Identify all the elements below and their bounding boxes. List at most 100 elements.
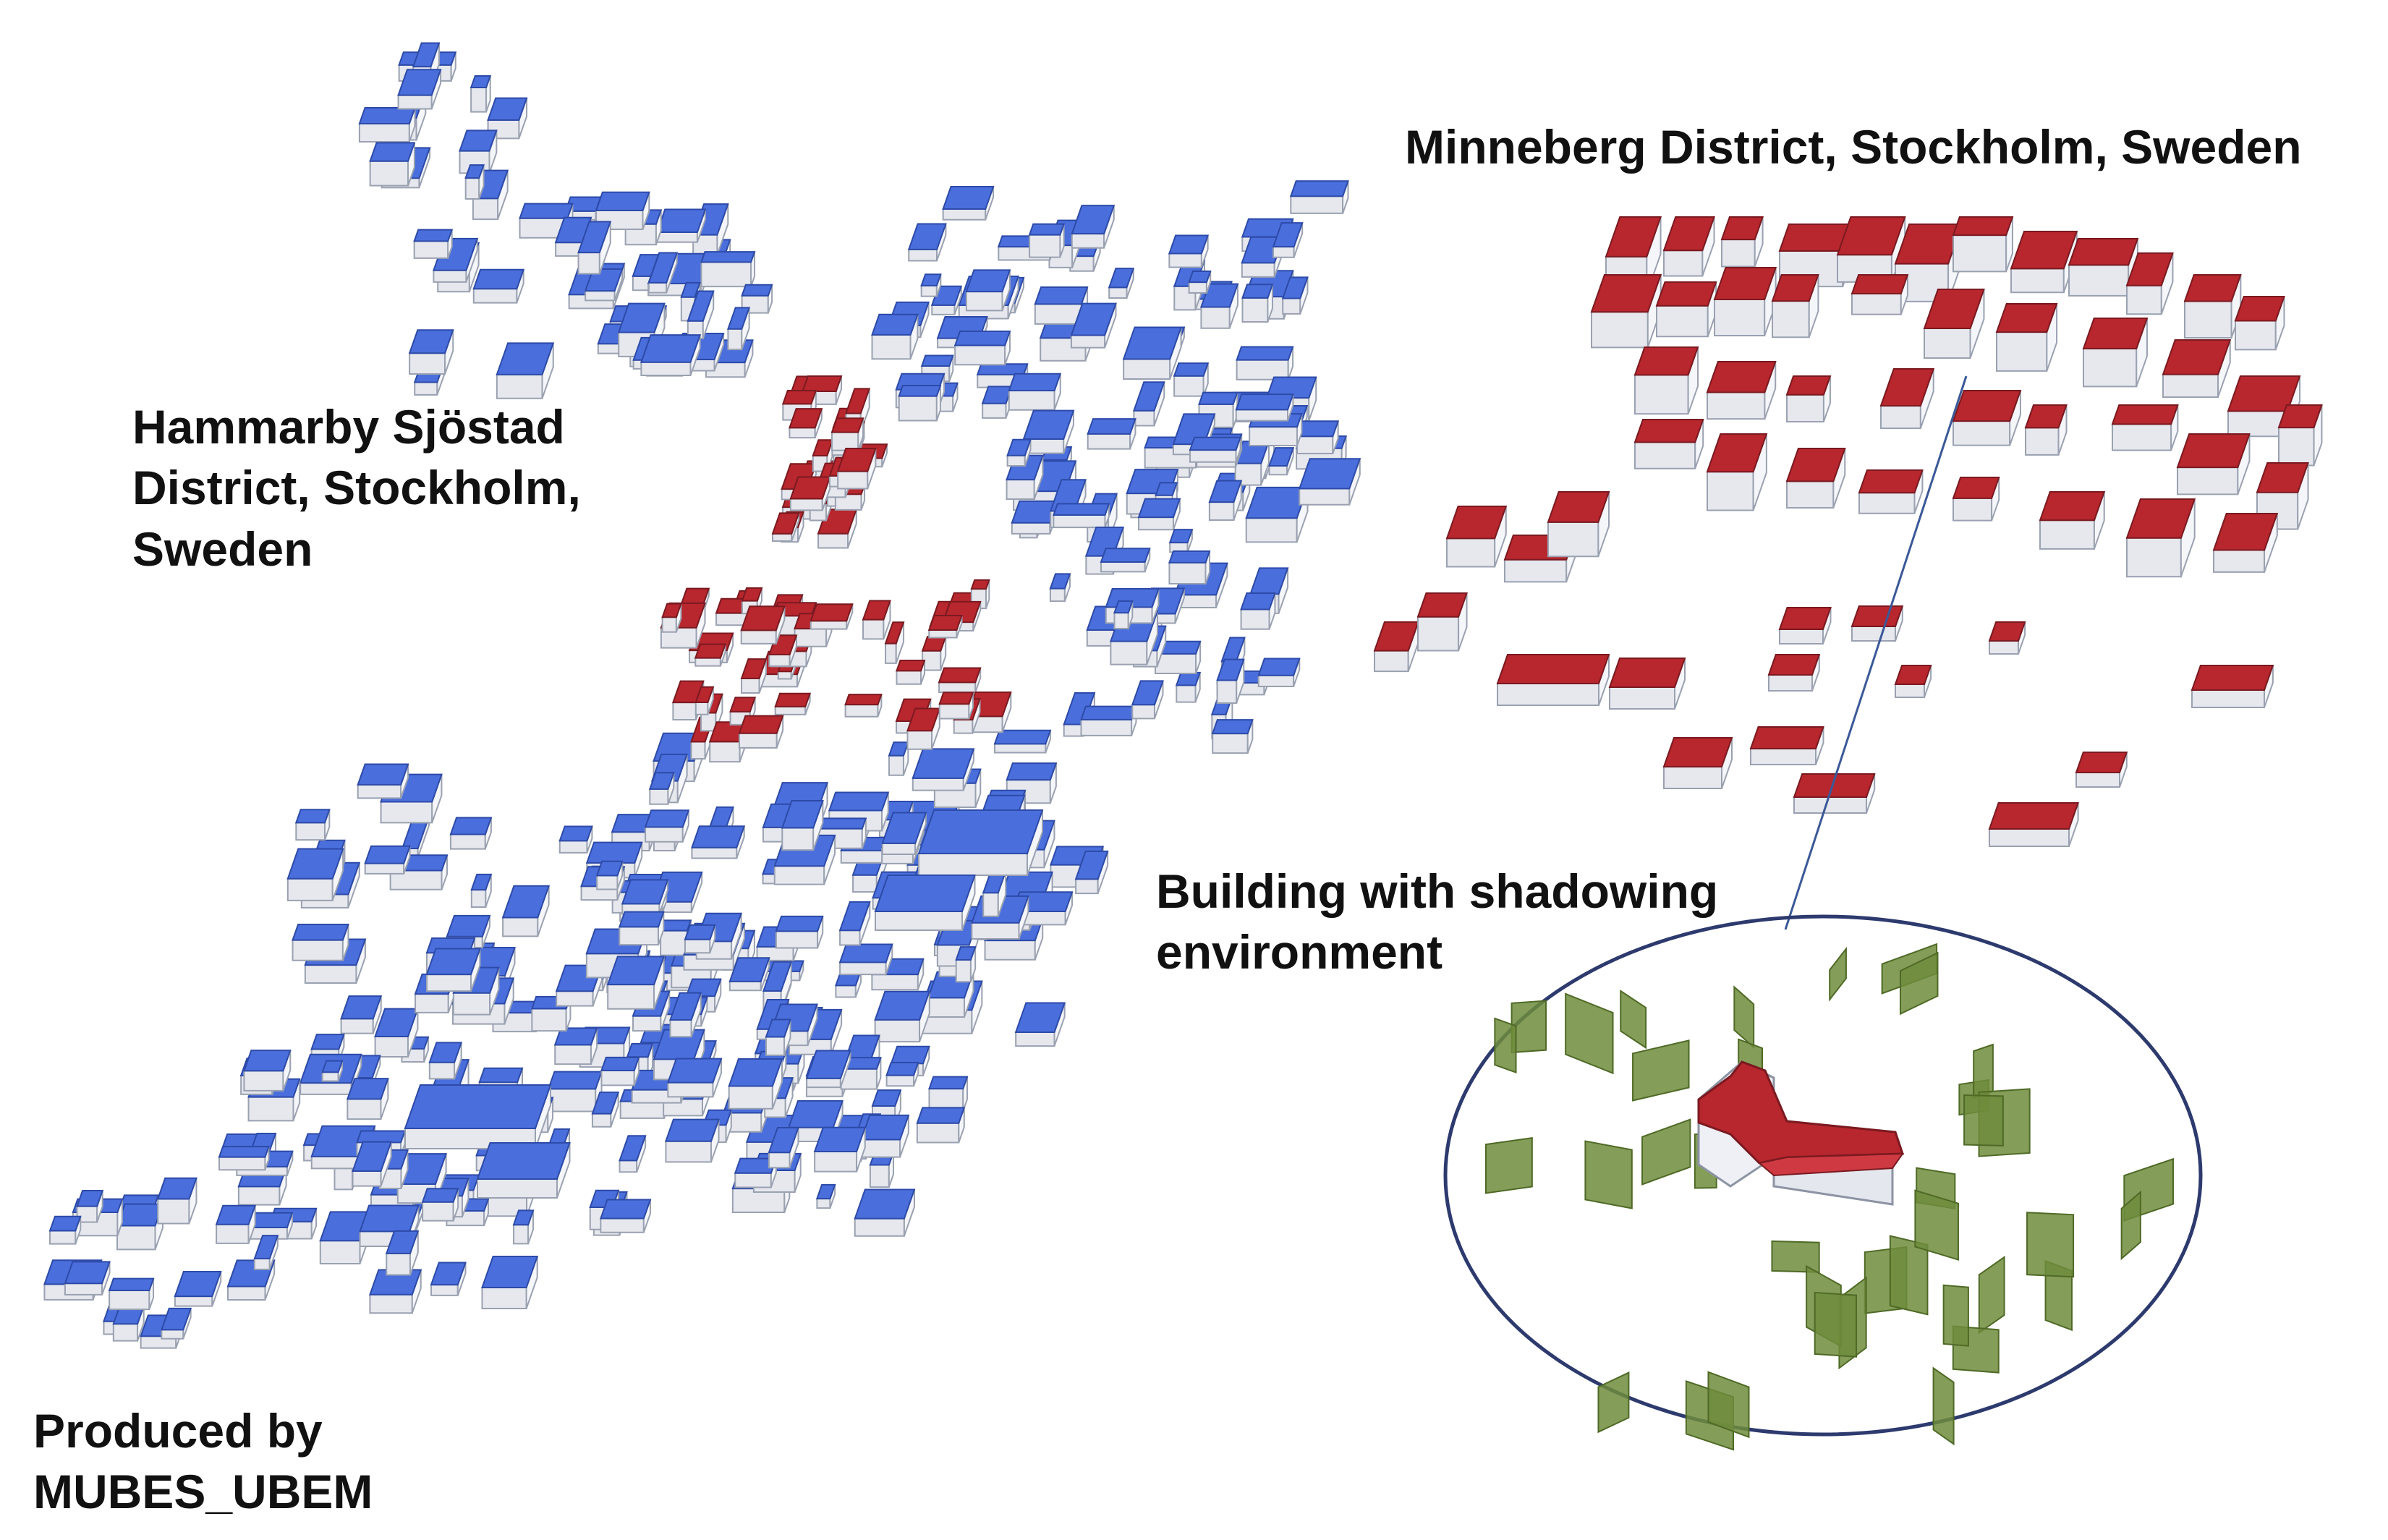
- hammarby-building-block: [1014, 1002, 1066, 1047]
- minneberg-building-block: [1785, 375, 1832, 422]
- minneberg-building-block: [1373, 621, 1419, 673]
- minneberg-building-block: [2234, 296, 2285, 351]
- hammarby-building-block: [606, 956, 666, 1010]
- hammarby-building-block: [775, 915, 824, 949]
- hammarby-building-block: [684, 924, 716, 954]
- hammarby-building-block: [1188, 270, 1212, 294]
- shadowing-surface: [1733, 985, 1755, 1050]
- minneberg-building-block: [1720, 216, 1764, 268]
- shadowing-surface: [1963, 1094, 2004, 1147]
- hammarby-red-block: [927, 614, 963, 639]
- hammarby-building-block: [1052, 503, 1110, 529]
- minneberg-building-block: [2039, 491, 2106, 550]
- hammarby-building-block: [781, 799, 824, 851]
- hammarby-building-block: [413, 229, 454, 259]
- hammarby-red-block: [906, 707, 941, 750]
- hammarby-red-block: [771, 512, 800, 543]
- hammarby-building-block: [428, 1042, 463, 1080]
- hammarby-building-block: [599, 1199, 652, 1233]
- hammarby-building-block: [1240, 592, 1276, 630]
- hammarby-building-block: [449, 817, 493, 850]
- hammarby-red-block: [661, 603, 682, 633]
- hammarby-red-block: [788, 408, 823, 439]
- hammarby-building-block: [156, 1177, 197, 1225]
- hammarby-district-buildings: [43, 42, 1361, 1349]
- minneberg-building-block: [1952, 216, 2014, 273]
- building-label-line-1: Building with shadowing: [1156, 864, 1719, 918]
- hammarby-building-block: [1022, 409, 1075, 454]
- minneberg-building-block: [1749, 726, 1824, 765]
- shadowing-surface: [1829, 946, 1847, 1002]
- hammarby-building-block: [1175, 671, 1202, 703]
- hammarby-building-block: [805, 1050, 851, 1089]
- hammarby-red-block: [694, 686, 715, 715]
- hammarby-building-block: [860, 1114, 910, 1158]
- hammarby-building-block: [917, 809, 1044, 876]
- hammarby-highlighted-buildings: [660, 375, 1012, 763]
- hammarby-building-block: [838, 943, 893, 976]
- hammarby-building-block: [1122, 326, 1182, 380]
- hammarby-building-block: [1006, 438, 1032, 467]
- shadowing-surface: [1942, 1284, 1969, 1347]
- hammarby-building-block: [397, 69, 442, 110]
- hammarby-building-block: [292, 923, 349, 961]
- hammarby-building-block: [470, 873, 493, 908]
- hammarby-red-block: [896, 660, 926, 685]
- hammarby-red-block: [740, 605, 786, 644]
- minneberg-building-block: [2176, 433, 2251, 495]
- hammarby-building-block: [1049, 573, 1071, 603]
- hammarby-building-block: [898, 385, 942, 422]
- hammarby-building-block: [1211, 719, 1254, 754]
- hammarby-building-block: [1168, 550, 1211, 585]
- minneberg-building-block: [1923, 289, 1985, 359]
- hammarby-red-block: [844, 694, 883, 718]
- hammarby-building-block: [1296, 420, 1340, 455]
- produced-by-label: Produced by MUBES_UBEM: [33, 1400, 373, 1523]
- hammarby-red-block: [774, 692, 812, 715]
- hammarby-building-block: [472, 268, 525, 304]
- hammarby-red-block: [738, 715, 784, 749]
- hammarby-building-block: [1241, 284, 1274, 323]
- shadowing-surface: [2120, 1190, 2141, 1261]
- hammarby-label-line-2: District, Stockholm,: [132, 461, 581, 515]
- hammarby-building-block: [619, 1135, 647, 1173]
- minneberg-building-block: [2162, 339, 2232, 399]
- minneberg-building-block: [1952, 390, 2022, 446]
- hammarby-building-block: [664, 1118, 720, 1163]
- minneberg-building-block: [1547, 491, 1610, 558]
- shadowing-surface: [1973, 1043, 1994, 1099]
- minneberg-building-block: [1713, 267, 1777, 336]
- hammarby-building-block: [927, 971, 974, 1018]
- hammarby-red-block: [708, 721, 748, 763]
- hammarby-building-block: [765, 1018, 791, 1056]
- hammarby-building-block: [369, 142, 416, 187]
- hammarby-building-block: [888, 741, 909, 776]
- minneberg-building-block: [1879, 368, 1935, 430]
- hammarby-red-block: [921, 636, 947, 671]
- shadowing-surface: [1771, 1240, 1820, 1273]
- minneberg-building-block: [2191, 665, 2274, 708]
- hammarby-building-block: [1137, 498, 1181, 531]
- shadowing-surface: [1510, 1000, 1547, 1054]
- hammarby-building-block: [1168, 234, 1210, 268]
- produced-label-line-2: MUBES_UBEM: [33, 1465, 373, 1519]
- hammarby-building-block: [404, 1084, 552, 1149]
- hammarby-building-block: [815, 1183, 836, 1209]
- hammarby-building-block: [340, 995, 383, 1034]
- minneberg-building-block: [2010, 231, 2078, 294]
- hammarby-building-block: [644, 809, 690, 843]
- hammarby-building-block: [920, 273, 942, 297]
- hammarby-building-block: [425, 948, 481, 992]
- hammarby-building-block: [691, 825, 746, 859]
- hammarby-building-block: [64, 1261, 111, 1296]
- hammarby-building-block: [728, 957, 770, 992]
- shadowing-surface: [1584, 1140, 1633, 1209]
- hammarby-building-block: [476, 1142, 571, 1199]
- hammarby-building-block: [584, 268, 624, 302]
- hammarby-building-block: [669, 992, 702, 1038]
- minneberg-building-block: [2024, 404, 2068, 456]
- hammarby-building-block: [321, 1060, 344, 1082]
- shadowing-surface: [1899, 951, 1939, 1016]
- hammarby-building-block: [364, 845, 411, 875]
